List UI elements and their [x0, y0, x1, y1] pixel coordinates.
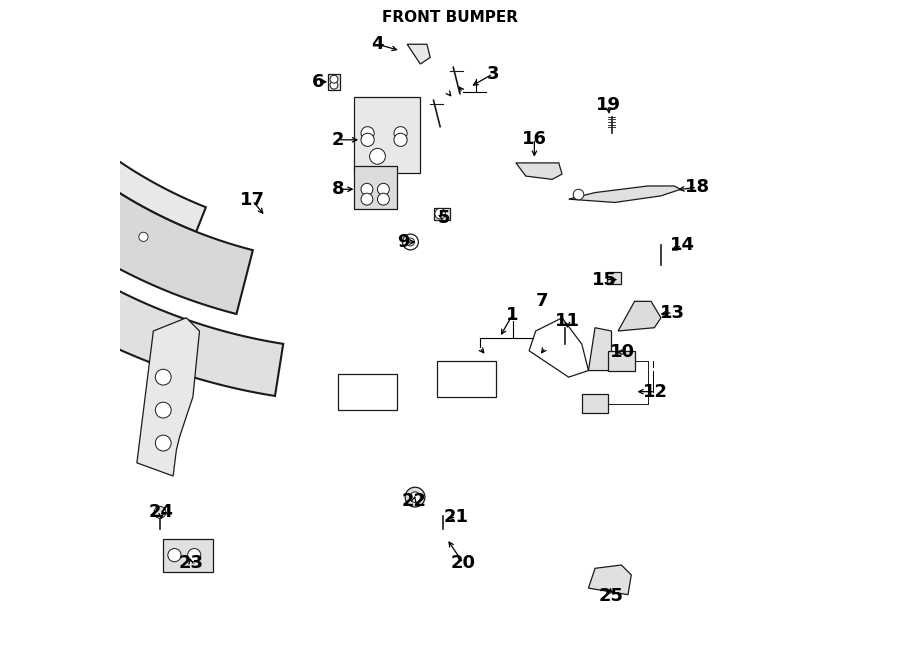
Text: 12: 12: [644, 383, 668, 401]
Circle shape: [154, 506, 166, 518]
Text: 22: 22: [401, 492, 427, 510]
FancyBboxPatch shape: [434, 209, 450, 220]
Text: 11: 11: [554, 312, 580, 330]
Circle shape: [361, 193, 373, 205]
Text: 7: 7: [536, 293, 548, 310]
Polygon shape: [618, 301, 661, 331]
Circle shape: [4, 132, 13, 140]
Polygon shape: [569, 186, 680, 203]
Text: 18: 18: [685, 178, 710, 197]
Text: 6: 6: [312, 73, 324, 91]
FancyBboxPatch shape: [328, 74, 340, 91]
Polygon shape: [407, 44, 430, 64]
Circle shape: [410, 492, 420, 502]
Text: 9: 9: [398, 233, 410, 251]
FancyBboxPatch shape: [608, 351, 634, 371]
Text: 14: 14: [670, 236, 695, 254]
Text: 19: 19: [596, 96, 621, 114]
Circle shape: [407, 238, 414, 246]
FancyBboxPatch shape: [355, 97, 420, 173]
FancyBboxPatch shape: [607, 271, 621, 283]
Polygon shape: [589, 328, 611, 371]
Circle shape: [330, 81, 338, 89]
Text: 25: 25: [599, 587, 624, 605]
Text: 8: 8: [331, 180, 344, 198]
Circle shape: [361, 126, 374, 140]
Circle shape: [106, 167, 117, 177]
Text: 5: 5: [437, 209, 450, 226]
Text: 15: 15: [592, 271, 617, 289]
Circle shape: [139, 232, 148, 242]
Circle shape: [361, 133, 374, 146]
Circle shape: [187, 549, 201, 562]
Text: 23: 23: [178, 554, 203, 572]
Text: 20: 20: [451, 554, 476, 572]
Circle shape: [405, 487, 425, 507]
Polygon shape: [516, 163, 562, 179]
Text: 3: 3: [487, 65, 500, 83]
Text: 2: 2: [332, 131, 344, 149]
Text: 16: 16: [522, 130, 547, 148]
Polygon shape: [0, 0, 206, 232]
Circle shape: [435, 209, 446, 219]
Polygon shape: [529, 318, 589, 377]
Text: 4: 4: [371, 35, 383, 53]
Polygon shape: [0, 0, 253, 314]
FancyBboxPatch shape: [163, 539, 212, 571]
Circle shape: [370, 148, 385, 164]
Circle shape: [168, 549, 181, 562]
Circle shape: [377, 183, 390, 195]
Circle shape: [377, 193, 390, 205]
Text: 13: 13: [661, 304, 685, 322]
FancyBboxPatch shape: [355, 166, 397, 209]
Polygon shape: [137, 318, 200, 476]
Polygon shape: [589, 565, 631, 594]
Circle shape: [402, 234, 418, 250]
Circle shape: [42, 115, 53, 125]
Circle shape: [394, 133, 407, 146]
Circle shape: [394, 126, 407, 140]
Circle shape: [361, 183, 373, 195]
Text: FRONT BUMPER: FRONT BUMPER: [382, 11, 518, 25]
FancyBboxPatch shape: [436, 361, 496, 397]
Circle shape: [156, 435, 171, 451]
FancyBboxPatch shape: [338, 374, 397, 410]
Text: 17: 17: [239, 191, 265, 209]
FancyBboxPatch shape: [581, 394, 608, 413]
Polygon shape: [0, 0, 284, 396]
Text: 24: 24: [148, 503, 174, 521]
Circle shape: [573, 189, 584, 200]
Circle shape: [67, 187, 76, 197]
Circle shape: [156, 402, 171, 418]
Text: 21: 21: [444, 508, 469, 526]
Circle shape: [156, 369, 171, 385]
Text: 1: 1: [507, 306, 519, 324]
Circle shape: [330, 75, 338, 83]
Text: 10: 10: [610, 343, 635, 361]
